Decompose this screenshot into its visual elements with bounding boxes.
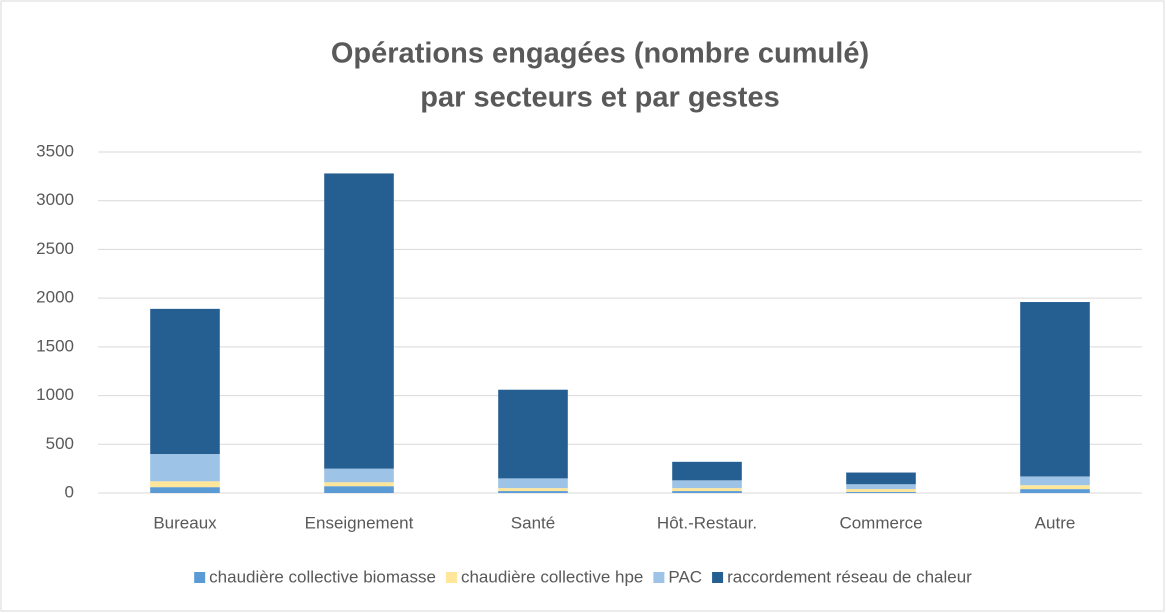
bar-segment: [498, 478, 568, 489]
bar-segment: [150, 454, 220, 482]
bar-segment: [672, 491, 742, 493]
x-tick-label: Santé: [511, 513, 555, 532]
bar-segment: [498, 389, 568, 479]
bar-segment: [672, 461, 742, 481]
bar-segment: [324, 482, 394, 487]
y-tick-label: 3500: [36, 141, 74, 160]
y-tick-label: 1500: [36, 336, 74, 355]
x-tick-label: Commerce: [839, 513, 922, 532]
bar-segment: [498, 488, 568, 492]
bar-segment: [1020, 302, 1090, 477]
legend-label: chaudière collective hpe: [461, 567, 643, 586]
bar-segment: [150, 308, 220, 455]
x-tick-label: Autre: [1035, 513, 1076, 532]
legend: chaudière collective biomasse chaudière c…: [194, 567, 972, 586]
bar-segment: [324, 173, 394, 469]
y-tick-label: 2500: [36, 239, 74, 258]
y-tick-label: 500: [46, 434, 74, 453]
bar-segment: [324, 468, 394, 483]
legend-label: PAC: [668, 567, 702, 586]
legend-swatch: [445, 572, 457, 583]
bar-segment: [846, 484, 916, 490]
bar-segment: [846, 492, 916, 493]
legend-swatch: [194, 572, 206, 583]
bar-segment: [672, 488, 742, 492]
bar-segment: [1020, 476, 1090, 486]
x-tick-label: Bureaux: [153, 513, 217, 532]
bar-segment: [1020, 485, 1090, 490]
x-tick-label: Hôt.-Restaur.: [657, 513, 757, 532]
bar-segment: [498, 491, 568, 493]
bar-segment: [324, 486, 394, 493]
legend-label: chaudière collective biomasse: [209, 567, 436, 586]
bar-segment: [1020, 489, 1090, 493]
bar-segment: [846, 472, 916, 485]
bar-segment: [150, 481, 220, 488]
bar-segment: [150, 487, 220, 493]
legend-swatch: [653, 572, 665, 583]
bar-segment: [672, 480, 742, 489]
bar-segment: [846, 489, 916, 493]
legend-label: raccordement réseau de chaleur: [727, 567, 972, 586]
chart-title: Opérations engagées (nombre cumulé): [331, 38, 869, 70]
y-tick-label: 2000: [36, 288, 74, 307]
legend-swatch: [712, 572, 724, 583]
y-tick-label: 3000: [36, 190, 74, 209]
y-tick-label: 0: [65, 482, 74, 501]
chart-subtitle: par secteurs et par gestes: [420, 82, 779, 114]
x-tick-label: Enseignement: [305, 513, 414, 532]
y-tick-label: 1000: [36, 385, 74, 404]
